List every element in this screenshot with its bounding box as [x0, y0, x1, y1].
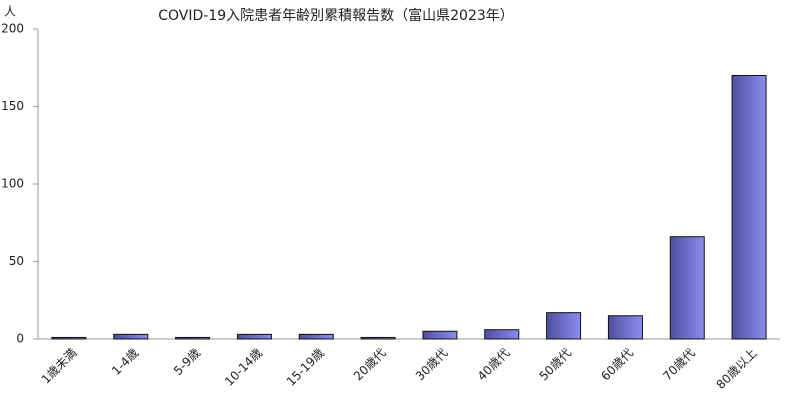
bar [236, 333, 272, 340]
y-tick-label: 50 [9, 254, 24, 268]
bar [484, 329, 520, 340]
y-tick-label: 100 [1, 177, 24, 191]
bar [669, 236, 705, 340]
x-tick-label: 30歳代 [413, 346, 451, 384]
x-tick-label: 60歳代 [598, 346, 636, 384]
x-tick-label: 70歳代 [660, 346, 698, 384]
bar [51, 336, 87, 340]
bar [731, 75, 767, 340]
bar [175, 336, 211, 340]
bar [607, 315, 643, 340]
bar [422, 330, 458, 340]
bar [546, 312, 582, 340]
x-tick-label: 15-19歳 [284, 346, 327, 389]
chart-title: COVID-19入院患者年齢別累積報告数（富山県2023年） [158, 7, 514, 24]
y-tick-label: 0 [16, 332, 24, 346]
x-tick-label: 10-14歳 [222, 346, 265, 389]
bar [298, 333, 334, 340]
y-axis-label: 人 [4, 5, 16, 19]
y-tick-label: 150 [1, 99, 24, 113]
x-tick-label: 1-4歳 [109, 346, 141, 378]
bar [360, 336, 396, 340]
x-tick-label: 50歳代 [537, 346, 575, 384]
bar [113, 333, 149, 340]
x-tick-label: 5-9歳 [171, 346, 203, 378]
x-tick-label: 40歳代 [475, 346, 513, 384]
x-tick-label: 1歳未満 [39, 346, 80, 387]
y-tick-label: 200 [1, 22, 24, 36]
x-tick-label: 20歳代 [351, 346, 389, 384]
x-tick-label: 80歳以上 [714, 346, 760, 392]
